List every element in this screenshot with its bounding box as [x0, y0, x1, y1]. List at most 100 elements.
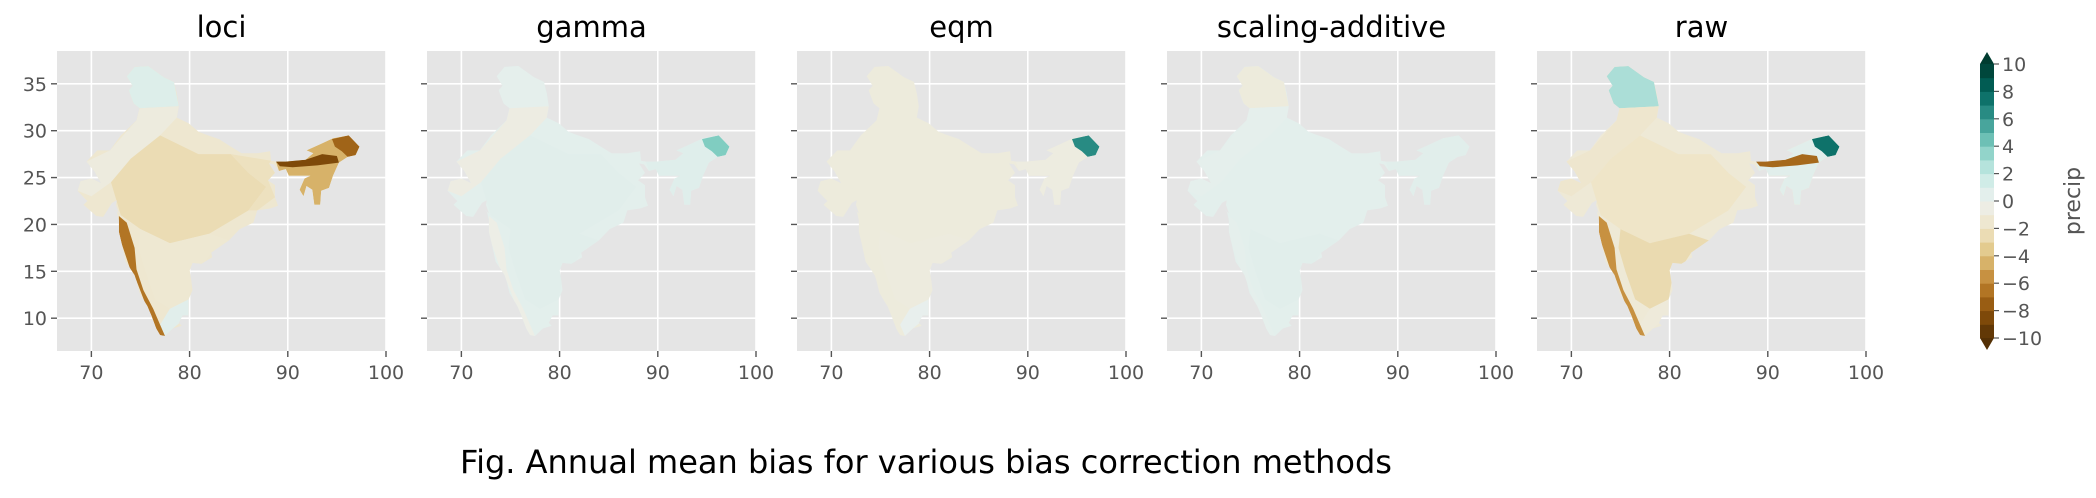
colorbar-tick-label: 8	[2002, 81, 2014, 103]
colorbar-label: precip	[2061, 167, 2086, 235]
x-tick-label: 100	[738, 362, 774, 384]
bias-region-ne	[646, 135, 730, 205]
bias-region-central	[851, 135, 1007, 244]
colorbar-segment	[1980, 118, 1994, 133]
colorbar-segment	[1980, 173, 1994, 188]
y-tick-label: 35	[23, 74, 47, 96]
colorbar-segment	[1980, 64, 1994, 79]
bias-region-central	[111, 135, 267, 244]
bias-region-east	[230, 154, 275, 211]
bias-region-westg	[118, 216, 165, 336]
bias-region-nw	[1557, 106, 1659, 197]
bias-region-westg	[1598, 216, 1645, 336]
colorbar-segment	[1980, 324, 1994, 339]
colorbar-tick-label: 0	[2002, 191, 2014, 213]
colorbar-segment	[1980, 146, 1994, 161]
colorbar-segment	[1980, 105, 1994, 120]
colorbar-tick-label: 10	[2002, 54, 2026, 76]
bias-region-central	[1221, 135, 1377, 244]
bias-region-south	[1640, 299, 1669, 336]
bias-region-nw	[77, 106, 179, 197]
colorbar: 10 8 6 4 2 0 −2 −4 −6 −8 −10 precip	[1980, 52, 2086, 350]
x-tick-label: 100	[1108, 362, 1144, 384]
colorbar-tick-label: −4	[2002, 246, 2030, 268]
colorbar-tick-label: 2	[2002, 164, 2014, 186]
x-tick-label: 70	[79, 362, 103, 384]
colorbar-segment	[1980, 77, 1994, 92]
bias-region-neTop	[702, 135, 730, 157]
bias-region-deccan	[1618, 229, 1709, 309]
x-tick-label: 80	[547, 362, 571, 384]
bias-region-westg	[1228, 216, 1275, 336]
bias-region-ne	[1756, 135, 1840, 205]
colorbar-tick-label: 6	[2002, 109, 2014, 131]
bias-region-neTop	[1072, 135, 1100, 157]
bias-field	[77, 66, 360, 336]
colorbar-extend-max	[1980, 52, 1994, 64]
bias-region-hima	[1606, 66, 1659, 109]
colorbar-segment	[1980, 187, 1994, 202]
map-panel-loci: loci 70 80 90 100 10 15 20 25 30 35	[23, 10, 404, 384]
bias-region-hima	[126, 66, 179, 109]
bias-region-nw	[1187, 106, 1289, 197]
x-tick-label: 100	[1478, 362, 1514, 384]
colorbar-tick-label: −8	[2002, 301, 2030, 323]
x-tick-label: 80	[1287, 362, 1311, 384]
colorbar-tick-label: −10	[2002, 328, 2042, 350]
bias-region-central	[1591, 135, 1747, 244]
colorbar-tick-label: −6	[2002, 273, 2030, 295]
bias-region-neBelt	[1756, 154, 1819, 168]
map-panel-scaling-additive: scaling-additive 70 80 90 100	[1161, 10, 1514, 384]
bias-region-neTop	[1812, 135, 1840, 157]
bias-region-westg	[488, 216, 535, 336]
bias-field	[1187, 66, 1470, 336]
colorbar-segment	[1980, 242, 1994, 257]
bias-region-hima	[496, 66, 549, 109]
bias-field	[851, 135, 1100, 336]
x-tick-label: 70	[1559, 362, 1583, 384]
bias-region-ne	[276, 135, 360, 205]
x-tick-label: 100	[368, 362, 404, 384]
colorbar-segment	[1980, 91, 1994, 106]
bias-region-deccan	[1248, 229, 1339, 309]
x-tick-label: 90	[1386, 362, 1410, 384]
bias-region-central	[481, 135, 637, 244]
x-tick-label: 80	[917, 362, 941, 384]
colorbar-segment	[1980, 228, 1994, 243]
colorbar-segment	[1980, 132, 1994, 147]
bias-region-neTop	[332, 135, 360, 157]
x-tick-label: 90	[1016, 362, 1040, 384]
map-panel-gamma: gamma 70 80 90 100	[421, 10, 774, 384]
bias-region-ne	[1386, 135, 1470, 205]
bias-field	[1557, 66, 1840, 336]
x-tick-label: 90	[646, 362, 670, 384]
x-tick-label: 70	[449, 362, 473, 384]
x-tick-label: 90	[276, 362, 300, 384]
y-tick-label: 15	[23, 261, 47, 283]
bias-region-deccan	[508, 229, 599, 309]
colorbar-segment	[1980, 159, 1994, 175]
y-tick-label: 30	[23, 121, 47, 143]
x-tick-label: 80	[177, 362, 201, 384]
panel-title: eqm	[929, 10, 994, 44]
colorbar-segment	[1980, 310, 1994, 325]
panel-title: raw	[1675, 10, 1728, 44]
bias-region-east	[1710, 154, 1755, 211]
x-tick-label: 80	[1657, 362, 1681, 384]
colorbar-tick-label: −2	[2002, 218, 2030, 240]
bias-region-neBelt	[276, 154, 339, 168]
map-panel-eqm: eqm 70 80 90 100	[791, 10, 1144, 384]
colorbar-segment	[1980, 214, 1994, 229]
colorbar-segment	[1980, 283, 1994, 298]
map-panel-raw: raw 70 80 90 100	[1531, 10, 1884, 384]
bias-field	[447, 66, 730, 336]
colorbar-segment	[1980, 269, 1994, 284]
y-tick-label: 10	[23, 308, 47, 330]
colorbar-segment	[1980, 255, 1994, 270]
x-tick-label: 100	[1848, 362, 1884, 384]
colorbar-segment	[1980, 201, 1994, 216]
x-tick-label: 70	[819, 362, 843, 384]
bias-region-hima	[1236, 66, 1289, 109]
bias-region-south	[160, 299, 189, 336]
